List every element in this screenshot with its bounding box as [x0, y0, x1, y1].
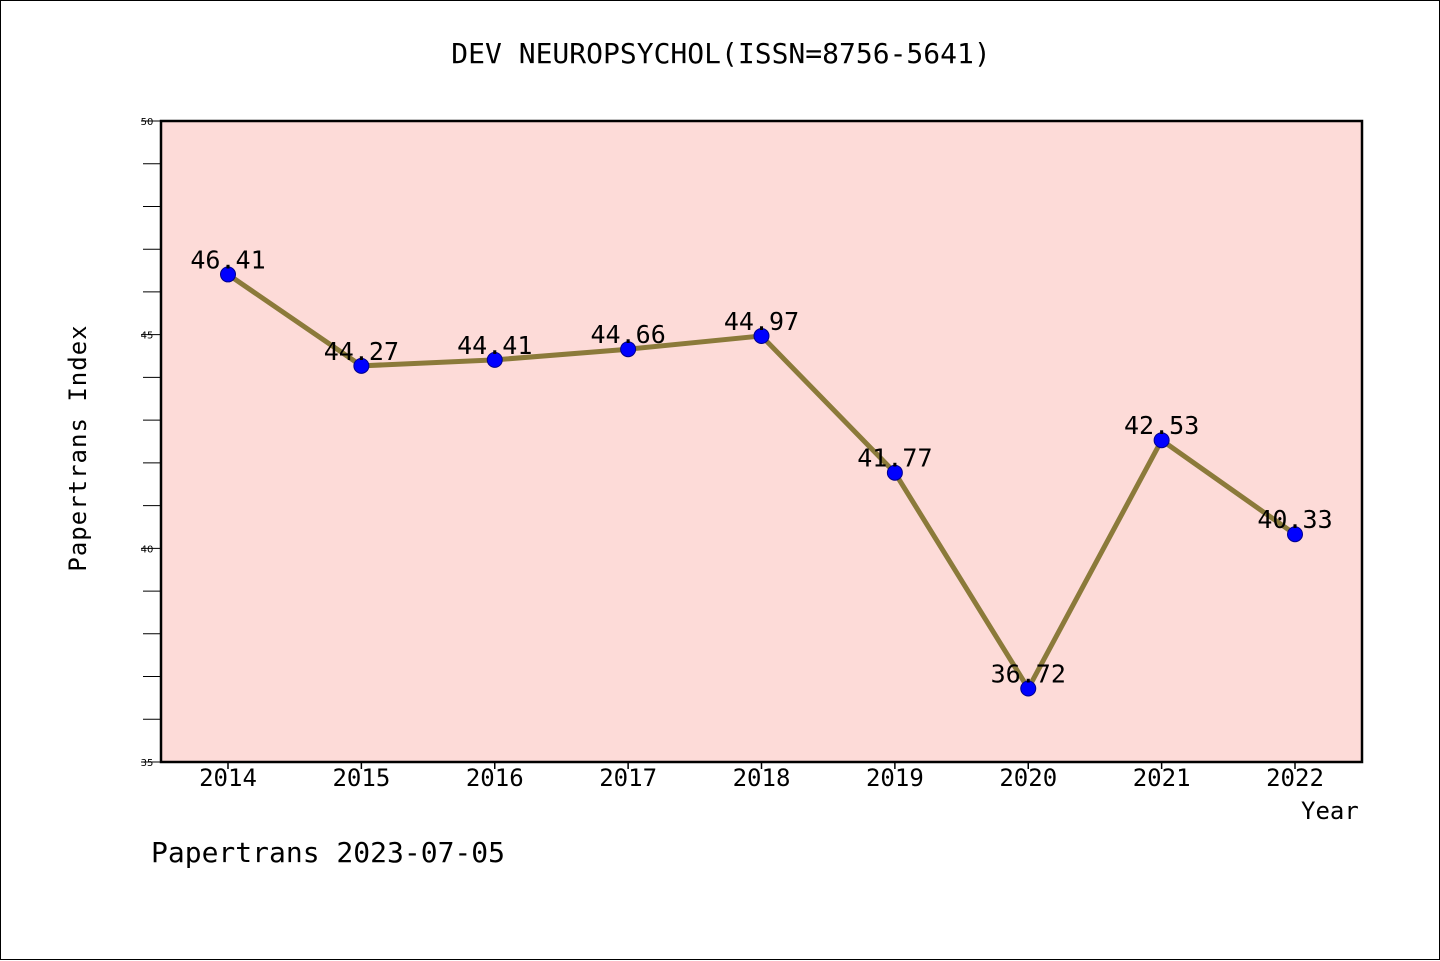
- x-tick-label: 2016: [466, 764, 524, 792]
- y-tick-label: 50: [141, 117, 154, 128]
- x-tick-label: 2019: [866, 764, 924, 792]
- data-point: [1153, 432, 1170, 449]
- data-point: [1287, 526, 1303, 543]
- data-label: 41.77: [857, 444, 932, 473]
- x-tick-label: 2021: [1133, 764, 1191, 792]
- y-axis-label: Papertrans Index: [64, 324, 92, 572]
- data-point: [220, 266, 236, 283]
- x-axis-label: Year: [1301, 797, 1359, 825]
- plot-background: [161, 121, 1362, 762]
- y-tick-label: 40: [141, 544, 154, 555]
- data-label: 44.66: [590, 320, 665, 349]
- x-tick-label: 2017: [599, 764, 657, 792]
- x-tick-label: 2022: [1266, 764, 1324, 792]
- data-label: 36.72: [991, 659, 1066, 688]
- data-point: [620, 341, 637, 358]
- data-label: 46.41: [190, 245, 265, 274]
- data-point: [886, 464, 903, 481]
- data-point: [486, 351, 503, 368]
- data-point: [1020, 680, 1037, 697]
- data-label: 40.33: [1257, 505, 1332, 534]
- data-point: [753, 327, 770, 344]
- chart-title: DEV NEUROPSYCHOL(ISSN=8756-5641): [451, 37, 991, 70]
- data-label: 44.27: [324, 337, 399, 366]
- data-label: 44.41: [457, 331, 532, 360]
- data-label: 42.53: [1124, 411, 1199, 440]
- x-tick-label: 2014: [199, 764, 257, 792]
- y-tick-label: 35: [141, 758, 154, 769]
- x-tick-label: 2020: [999, 764, 1057, 792]
- x-tick-label: 2018: [733, 764, 791, 792]
- x-tick-label: 2015: [332, 764, 390, 792]
- y-tick-label: 45: [141, 331, 154, 342]
- footer-text: Papertrans 2023-07-05: [151, 836, 506, 869]
- data-point: [353, 357, 370, 374]
- data-label: 44.97: [724, 307, 799, 336]
- plot-frame: [159, 119, 1364, 764]
